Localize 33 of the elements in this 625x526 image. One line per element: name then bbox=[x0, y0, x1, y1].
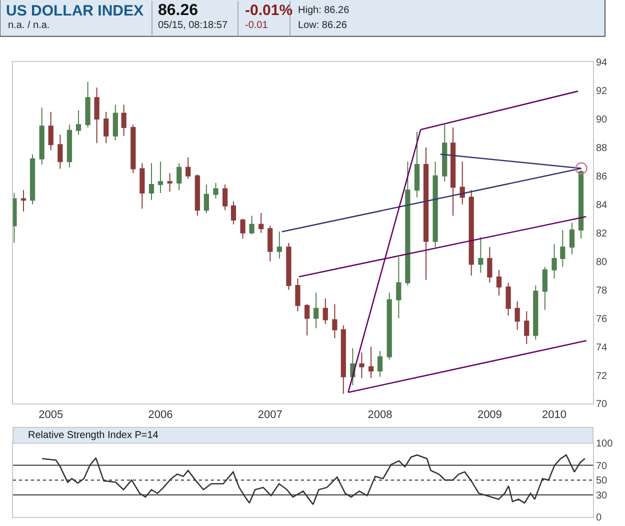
text: High: 86.26 bbox=[298, 5, 350, 16]
x-tick-label: 2008 bbox=[368, 408, 392, 421]
x-tick-label: 2007 bbox=[258, 408, 282, 421]
text: 86.26 bbox=[158, 2, 198, 19]
chart-title: US DOLLAR INDEX bbox=[6, 2, 144, 20]
y-tick-label: 80 bbox=[596, 256, 608, 268]
y-tick-label: 78 bbox=[596, 285, 608, 296]
text: n.a. / n.a. bbox=[8, 20, 50, 31]
y-tick-label: 50 bbox=[596, 476, 608, 487]
y-tick-label: 70 bbox=[596, 399, 608, 410]
chart-title: Relative Strength Index P=14 bbox=[28, 430, 159, 441]
y-tick-label: 0 bbox=[596, 512, 602, 524]
y-tick-label: 100 bbox=[596, 438, 614, 450]
y-tick-label: 90 bbox=[596, 114, 608, 126]
text: -0.01% bbox=[245, 2, 293, 19]
x-tick-label: 2010 bbox=[542, 408, 566, 421]
y-tick-label: 86 bbox=[596, 171, 608, 182]
x-tick-label: 2009 bbox=[477, 408, 502, 421]
x-tick-label: 2005 bbox=[38, 408, 64, 421]
y-tick-label: 72 bbox=[596, 370, 608, 382]
y-tick-label: 70 bbox=[596, 460, 608, 472]
y-tick-label: 30 bbox=[596, 490, 608, 502]
text: 05/15, 08:18:57 bbox=[158, 20, 228, 31]
text: -0.01 bbox=[245, 20, 268, 31]
y-tick-label: 76 bbox=[596, 314, 608, 325]
y-tick-label: 88 bbox=[596, 142, 608, 154]
y-tick-label: 84 bbox=[596, 200, 608, 211]
text: Low: 86.26 bbox=[298, 20, 348, 31]
y-tick-label: 92 bbox=[596, 86, 608, 97]
y-tick-label: 74 bbox=[596, 342, 608, 354]
y-tick-label: 94 bbox=[596, 58, 608, 68]
y-tick-label: 82 bbox=[596, 228, 608, 240]
x-tick-label: 2006 bbox=[148, 408, 173, 421]
